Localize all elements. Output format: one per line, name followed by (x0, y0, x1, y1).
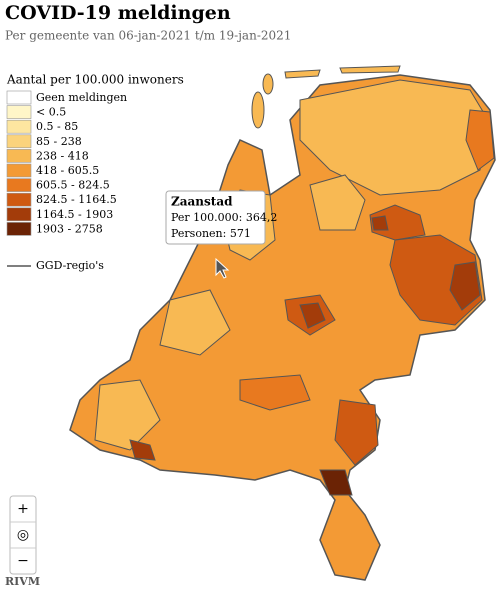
legend-line-label: GGD-regio's (36, 259, 104, 272)
legend-label: 238 - 418 (36, 149, 89, 162)
legend: Aantal per 100.000 inwoners GGD-regio's … (6, 73, 184, 273)
legend-label: Geen meldingen (36, 91, 127, 104)
tooltip-rate: Per 100.000: 364,2 (171, 211, 277, 224)
legend-label: 1164.5 - 1903 (36, 208, 113, 221)
tooltip-box (165, 190, 266, 245)
legend-label: 605.5 - 824.5 (36, 179, 110, 192)
legend-swatch (6, 178, 32, 192)
region-zeeland (94, 379, 161, 451)
region (319, 469, 353, 496)
zoom-out[interactable]: − (17, 553, 29, 569)
map[interactable] (69, 65, 496, 581)
subtitle: Per gemeente van 06-jan-2021 t/m 19-jan-… (5, 29, 291, 43)
region (334, 399, 379, 466)
island (262, 73, 274, 95)
tooltip-name: Zaanstad (171, 195, 233, 209)
legend-label: < 0.5 (36, 106, 66, 119)
legend-label: 1903 - 2758 (36, 222, 103, 235)
region (465, 109, 495, 171)
legend-swatch (6, 222, 32, 236)
legend-title: Aantal per 100.000 inwoners (6, 73, 184, 87)
legend-swatch (6, 119, 32, 134)
region (129, 439, 156, 461)
legend-label: 418 - 605.5 (36, 164, 99, 177)
region-north (299, 79, 489, 196)
region (239, 374, 311, 411)
title: COVID-19 meldingen (5, 2, 231, 24)
legend-swatch (6, 207, 32, 222)
legend-label: 85 - 238 (36, 135, 82, 148)
region (449, 261, 481, 311)
region-flevoland (309, 174, 366, 231)
legend-swatch (6, 134, 32, 149)
island (251, 91, 265, 129)
legend-swatch (6, 105, 32, 119)
tooltip: Zaanstad Per 100.000: 364,2 Personen: 57… (165, 190, 277, 279)
zoom-in[interactable]: + (17, 501, 29, 517)
source: RIVM (5, 575, 40, 588)
legend-label: 0.5 - 85 (36, 120, 78, 133)
island (339, 65, 401, 74)
island (284, 69, 321, 79)
region (369, 204, 426, 241)
region (299, 302, 326, 329)
legend-swatch (6, 90, 32, 105)
legend-swatch (6, 149, 32, 163)
cursor (215, 257, 230, 279)
region (371, 215, 389, 231)
region (159, 289, 231, 356)
legend-swatch (6, 192, 32, 207)
legend-label: 824.5 - 1164.5 (36, 193, 117, 206)
locate[interactable]: ◎ (17, 527, 29, 543)
control-box (9, 495, 37, 575)
legend-swatch (6, 163, 32, 178)
tooltip-persons: Personen: 571 (171, 227, 251, 240)
zoom-controls: + ◎ − (9, 495, 37, 575)
